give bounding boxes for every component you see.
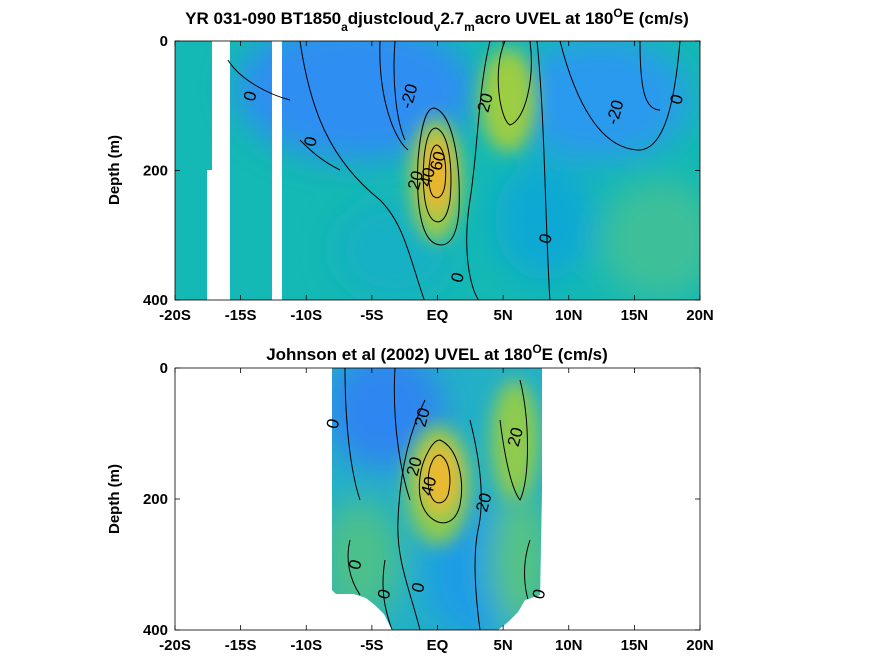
- panel-2-y-axis: 0 200 400: [143, 360, 700, 639]
- panel-1-field: [175, 41, 700, 300]
- x-tick-label: EQ: [427, 307, 449, 324]
- x-tick-label: 5N: [494, 307, 513, 324]
- x-tick-label: 5N: [494, 637, 513, 654]
- panel-1-ylabel: Depth (m): [106, 135, 123, 205]
- contour-label: 20: [472, 491, 495, 514]
- y-tick-label: 400: [143, 622, 168, 639]
- x-tick-label: -5S: [360, 307, 383, 324]
- x-tick-label: 10N: [555, 637, 583, 654]
- contour-label: 20: [411, 406, 434, 429]
- contour-label: 20: [403, 455, 426, 478]
- contour-label: 40: [417, 474, 440, 497]
- contour-label: 20: [474, 91, 497, 114]
- missing-data-band: [212, 41, 230, 173]
- panel-2-contours: [344, 368, 536, 630]
- missing-data-band: [207, 170, 230, 300]
- x-tick-label: -20S: [159, 637, 191, 654]
- panel-1-x-axis: -20S -15S -10S -5S EQ 5N 10N 15N 20N: [159, 41, 714, 324]
- panel-1-contours: [227, 41, 681, 300]
- y-tick-label: 200: [143, 163, 168, 180]
- x-tick-label: -15S: [225, 637, 257, 654]
- y-tick-label: 400: [143, 292, 168, 309]
- panel-1: YR 031-090 BT1850adjustcloudv2.7macro UV…: [106, 6, 714, 324]
- x-tick-label: 15N: [621, 307, 649, 324]
- x-tick-label: -15S: [225, 307, 257, 324]
- panel-1-title: YR 031-090 BT1850adjustcloudv2.7macro UV…: [185, 6, 689, 34]
- x-tick-label: -5S: [360, 637, 383, 654]
- contour-label: 40: [416, 166, 439, 189]
- x-tick-label: EQ: [427, 637, 449, 654]
- x-tick-label: 20N: [686, 307, 714, 324]
- panel-1-y-axis: 0 200 400: [143, 33, 700, 309]
- y-tick-label: 0: [160, 33, 168, 50]
- y-tick-label: 200: [143, 491, 168, 508]
- y-tick-label: 0: [160, 360, 168, 377]
- x-tick-label: -10S: [290, 307, 322, 324]
- panel-2-title: Johnson et al (2002) UVEL at 180OE (cm/s…: [266, 342, 608, 364]
- contour-label: 60: [426, 149, 449, 172]
- panel-2-ylabel: Depth (m): [106, 464, 123, 534]
- x-tick-label: -20S: [159, 307, 191, 324]
- x-tick-label: -10S: [290, 637, 322, 654]
- contour-label: 20: [404, 169, 427, 192]
- missing-data-band: [272, 41, 282, 300]
- x-tick-label: 10N: [555, 307, 583, 324]
- x-tick-label: 20N: [686, 637, 714, 654]
- x-tick-label: 15N: [621, 637, 649, 654]
- contour-label: 20: [504, 425, 527, 448]
- panel-2: Johnson et al (2002) UVEL at 180OE (cm/s…: [106, 342, 714, 654]
- panel-2-field: [332, 368, 542, 630]
- panel-2-x-axis: -20S -15S -10S -5S EQ 5N 10N 15N 20N: [159, 368, 714, 654]
